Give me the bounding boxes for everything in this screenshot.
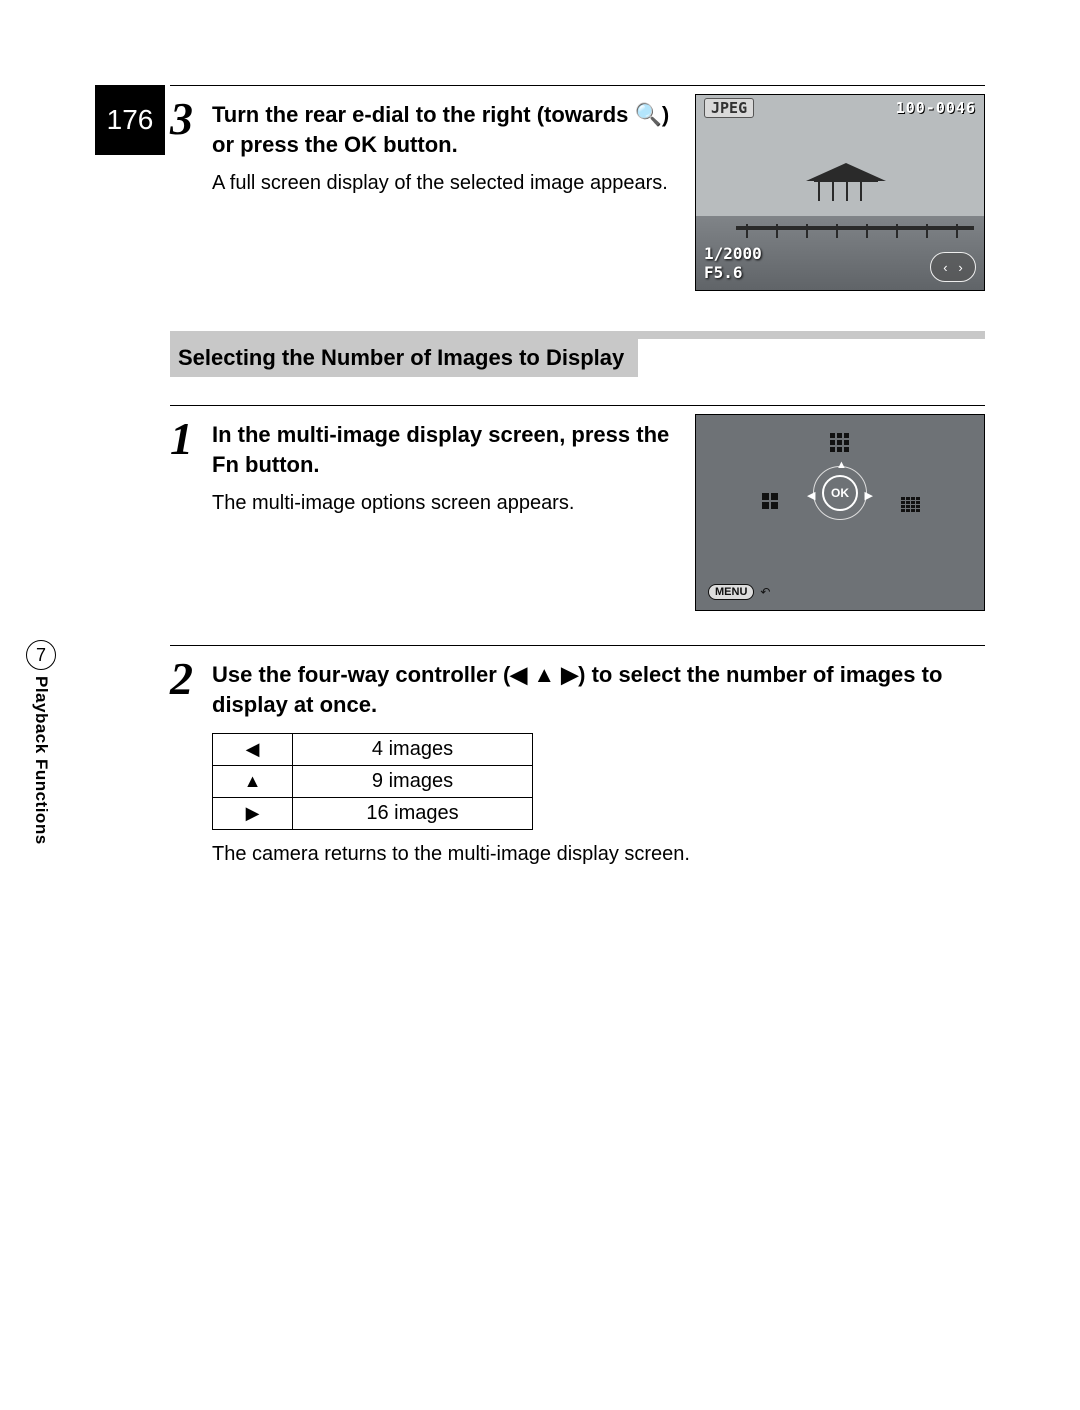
step-number: 2 xyxy=(170,656,212,702)
section-header: Selecting the Number of Images to Displa… xyxy=(170,331,985,377)
step-number: 1 xyxy=(170,416,212,462)
step-3-body: Turn the rear e-dial to the right (towar… xyxy=(212,94,675,197)
chapter-number: 7 xyxy=(36,645,46,666)
arrow-glyphs: ◀ ▲ ▶ xyxy=(510,662,578,687)
return-icon: ↶ xyxy=(760,585,770,599)
page-number-badge: 176 xyxy=(95,85,165,155)
table-row: ▲9 images xyxy=(213,766,533,798)
figure-multi-image-options: ▲ ◀ ▶ OK MENU ↶ xyxy=(695,414,985,611)
menu-pill: MENU xyxy=(708,584,754,600)
step-2: 2 Use the four-way controller (◀ ▲ ▶) to… xyxy=(170,654,985,868)
content-column: 3 Turn the rear e-dial to the right (tow… xyxy=(170,85,985,868)
shutter-speed: 1/2000 xyxy=(704,244,762,263)
chapter-title: Playback Functions xyxy=(31,676,51,845)
arrow-cell: ◀ xyxy=(213,734,293,766)
nav-indicator-icon: ‹ › xyxy=(930,252,976,282)
text: Use the four-way controller ( xyxy=(212,662,510,687)
value-cell: 9 images xyxy=(293,766,533,798)
step-1-title: In the multi-image display screen, press… xyxy=(212,420,675,479)
step-1-desc: The multi-image options screen appears. xyxy=(212,489,675,517)
magnify-icon: 🔍 xyxy=(635,102,662,127)
grid-4-icon xyxy=(762,493,778,509)
step-1-body: In the multi-image display screen, press… xyxy=(212,414,675,517)
file-number: 100-0046 xyxy=(896,99,976,117)
table-row: ▶16 images xyxy=(213,798,533,830)
text: Turn the rear e-dial to the right (towar… xyxy=(212,102,635,127)
grid-9-icon xyxy=(830,433,849,452)
format-badge: JPEG xyxy=(704,98,754,118)
chapter-side-tab: 7 Playback Functions xyxy=(18,640,64,845)
image-count-table: ◀4 images ▲9 images ▶16 images xyxy=(212,733,533,830)
rule xyxy=(170,85,985,86)
step-2-body: Use the four-way controller (◀ ▲ ▶) to s… xyxy=(212,654,985,868)
rule xyxy=(170,405,985,406)
value-cell: 16 images xyxy=(293,798,533,830)
grid-16-icon xyxy=(901,497,920,512)
figure-playback-preview: JPEG 100-0046 1/2000 xyxy=(695,94,985,291)
step-number: 3 xyxy=(170,96,212,142)
step-1: 1 In the multi-image display screen, pre… xyxy=(170,414,985,611)
step-3-desc: A full screen display of the selected im… xyxy=(212,169,675,197)
text: In the multi-image display screen, press… xyxy=(212,422,669,447)
step-3: 3 Turn the rear e-dial to the right (tow… xyxy=(170,94,985,291)
text: button. xyxy=(377,132,458,157)
manual-page: 176 3 Turn the rear e-dial to the right … xyxy=(95,85,985,868)
text: button. xyxy=(239,452,320,477)
rule xyxy=(170,645,985,646)
value-cell: 4 images xyxy=(293,734,533,766)
ok-icon: OK xyxy=(822,475,858,511)
aperture: F5.6 xyxy=(704,263,762,282)
step-2-title: Use the four-way controller (◀ ▲ ▶) to s… xyxy=(212,660,985,719)
dpad-icon: ▲ ◀ ▶ OK xyxy=(780,433,900,553)
menu-back-hint: MENU ↶ xyxy=(708,584,770,600)
ok-label: OK xyxy=(344,132,377,157)
step-2-result: The camera returns to the multi-image di… xyxy=(212,840,985,868)
arrow-cell: ▲ xyxy=(213,766,293,798)
fn-label: Fn xyxy=(212,452,239,477)
arrow-cell: ▶ xyxy=(213,798,293,830)
chapter-number-badge: 7 xyxy=(26,640,56,670)
page-number: 176 xyxy=(107,104,154,136)
step-3-title: Turn the rear e-dial to the right (towar… xyxy=(212,100,675,159)
table-row: ◀4 images xyxy=(213,734,533,766)
section-title: Selecting the Number of Images to Displa… xyxy=(178,345,624,370)
